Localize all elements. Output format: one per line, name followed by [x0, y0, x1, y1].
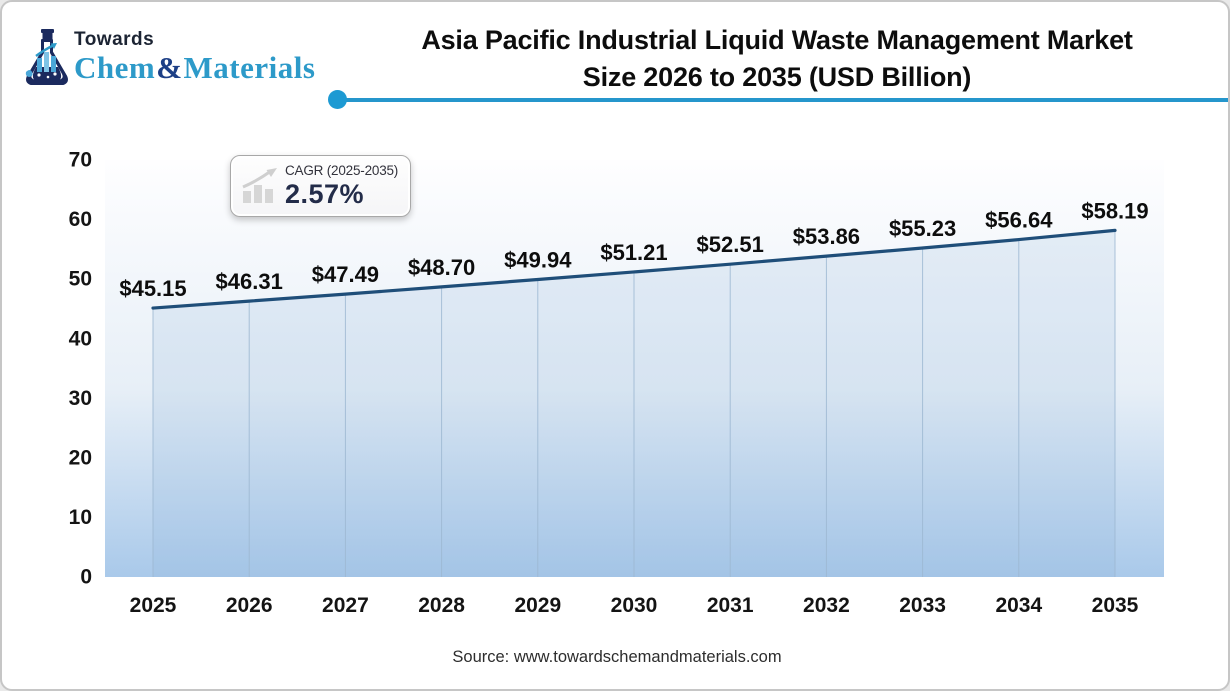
data-label: $48.70 [408, 255, 475, 280]
x-tick-label: 2035 [1092, 594, 1139, 617]
logo-text: Towards Chem&Materials [74, 30, 315, 83]
y-tick-label: 0 [80, 566, 92, 589]
y-tick-label: 30 [69, 387, 92, 410]
data-label: $51.21 [600, 240, 667, 265]
data-label: $52.51 [697, 232, 764, 257]
source-text: Source: www.towardschemandmaterials.com [452, 648, 782, 666]
x-tick-label: 2030 [611, 594, 658, 617]
title-divider-line [339, 98, 1228, 102]
title-divider-dot [328, 90, 347, 109]
y-tick-label: 60 [69, 208, 92, 231]
cagr-badge: CAGR (2025-2035) 2.57% [230, 155, 411, 217]
x-tick-label: 2028 [418, 594, 465, 617]
data-label: $45.15 [119, 276, 186, 301]
flask-icon [24, 28, 70, 90]
logo: Towards Chem&Materials [24, 28, 315, 90]
x-tick-label: 2034 [995, 594, 1042, 617]
x-tick-label: 2031 [707, 594, 754, 617]
cagr-texts: CAGR (2025-2035) 2.57% [283, 164, 404, 208]
y-tick-label: 10 [69, 506, 92, 529]
cagr-value: 2.57% [285, 178, 365, 209]
logo-brand: Chem&Materials [74, 50, 316, 85]
y-tick-label: 20 [69, 446, 92, 469]
x-tick-label: 2029 [514, 594, 561, 617]
x-tick-label: 2032 [803, 594, 850, 617]
x-tick-label: 2025 [130, 594, 177, 617]
data-label: $46.31 [216, 269, 283, 294]
y-tick-label: 50 [69, 268, 92, 291]
growth-chart-icon [239, 165, 283, 207]
ampersand: & [156, 50, 183, 85]
chart-title: Asia Pacific Industrial Liquid Waste Man… [337, 22, 1217, 96]
data-label: $47.49 [312, 262, 379, 287]
y-tick-label: 40 [69, 327, 92, 350]
data-label: $55.23 [889, 216, 956, 241]
chart-title-line1: Asia Pacific Industrial Liquid Waste Man… [421, 25, 1133, 55]
y-tick-label: 70 [69, 149, 92, 172]
data-label: $53.86 [793, 224, 860, 249]
data-label: $56.64 [985, 208, 1053, 233]
x-tick-label: 2033 [899, 594, 946, 617]
x-tick-label: 2027 [322, 594, 369, 617]
logo-towards: Towards [74, 29, 155, 50]
cagr-label: CAGR (2025-2035) [285, 163, 399, 179]
data-label: $49.94 [504, 248, 572, 273]
data-label: $58.19 [1081, 198, 1148, 223]
x-tick-label: 2026 [226, 594, 273, 617]
series-line [151, 228, 1117, 310]
chart-title-line2: Size 2026 to 2035 (USD Billion) [582, 62, 972, 92]
